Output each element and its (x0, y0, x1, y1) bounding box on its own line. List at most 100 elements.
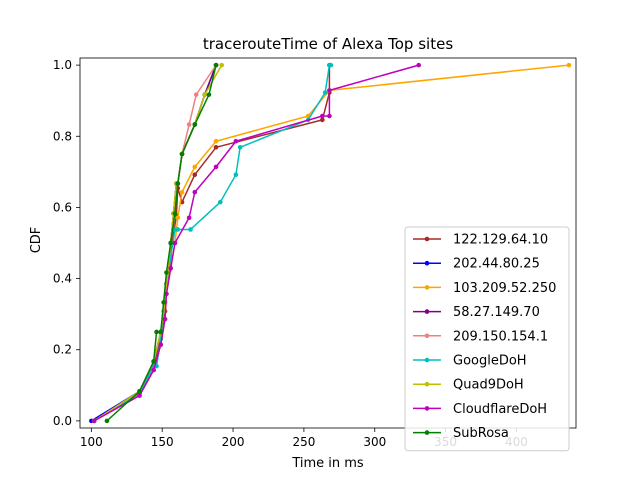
data-point (193, 92, 199, 97)
data-point (219, 62, 225, 68)
legend-item: SubRosa (413, 426, 509, 441)
series-line (93, 65, 331, 422)
data-point (168, 265, 173, 271)
legend-item: Quad9DoH (413, 378, 524, 393)
data-point (192, 122, 198, 127)
data-point (186, 122, 192, 127)
legend-swatch-marker (424, 309, 430, 314)
data-point (158, 329, 164, 335)
data-point (161, 300, 166, 305)
series-6 (91, 62, 225, 424)
legend-swatch-marker (424, 430, 430, 435)
series-8 (104, 62, 219, 424)
legend-item: 58.27.149.70 (413, 305, 540, 320)
data-point (164, 270, 169, 275)
data-point (566, 62, 572, 68)
legend-label: 122.129.64.10 (453, 233, 548, 248)
legend-item: 122.129.64.10 (413, 233, 548, 248)
data-point (213, 145, 219, 150)
legend-label: 202.44.80.25 (453, 257, 540, 272)
legend: 122.129.64.10 202.44.80.25 103.209.52.250 5… (404, 226, 570, 452)
legend-item: GoogleDoH (413, 354, 527, 369)
legend-item: CloudflareDoH (413, 402, 547, 417)
legend-swatch-marker (424, 260, 430, 266)
data-point (175, 227, 181, 232)
y-tick-label: 1.0 (53, 58, 72, 72)
data-point (233, 138, 239, 144)
legend-label: GoogleDoH (453, 354, 527, 369)
plot-area (89, 62, 572, 424)
series-7 (91, 62, 422, 424)
y-tick-label: 0.6 (53, 200, 72, 214)
data-point (104, 418, 110, 424)
x-tick-label: 250 (292, 435, 315, 449)
legend-label: 58.27.149.70 (453, 305, 540, 320)
legend-swatch-marker (424, 406, 430, 411)
data-point (192, 172, 198, 177)
data-point (179, 151, 185, 157)
data-point (175, 215, 181, 221)
data-point (172, 211, 178, 216)
data-point (151, 367, 156, 373)
legend-label: CloudflareDoH (453, 402, 547, 417)
series-0 (91, 62, 332, 424)
legend-label: Quad9DoH (453, 378, 524, 393)
legend-swatch-marker (424, 285, 430, 290)
data-point (175, 181, 181, 186)
data-point (162, 316, 168, 322)
data-point (416, 62, 422, 68)
legend-item: 202.44.80.25 (413, 257, 540, 272)
data-point (213, 164, 219, 170)
data-point (164, 291, 169, 297)
x-tick-label: 100 (80, 435, 103, 449)
x-tick-label: 150 (151, 435, 174, 449)
legend-item: 103.209.52.250 (413, 281, 556, 296)
series-line (93, 64, 419, 422)
data-point (327, 88, 332, 93)
legend-swatch-marker (424, 236, 430, 242)
legend-swatch-marker (424, 357, 430, 363)
data-point (202, 92, 208, 97)
legend-label: 209.150.154.1 (453, 329, 548, 344)
data-point (237, 145, 243, 150)
x-tick-label: 200 (222, 435, 245, 449)
data-point (206, 92, 212, 97)
data-point (192, 189, 198, 195)
y-tick-label: 0.4 (53, 272, 72, 286)
data-point (327, 113, 332, 119)
data-point (322, 90, 328, 95)
data-point (137, 393, 142, 398)
data-point (233, 172, 239, 177)
data-point (186, 215, 192, 221)
data-point (320, 113, 325, 119)
legend-item: 209.150.154.1 (413, 329, 548, 344)
series-line (93, 64, 331, 422)
x-axis-title: Time in ms (291, 456, 364, 471)
legend-box (404, 226, 570, 452)
legend-label: 103.209.52.250 (453, 281, 556, 296)
data-point (218, 199, 223, 205)
plot-frame (79, 57, 577, 429)
data-point (91, 418, 97, 424)
y-tick-label: 0.0 (53, 414, 72, 428)
chart-title: tracerouteTime of Alexa Top sites (203, 35, 453, 53)
data-point (192, 164, 198, 170)
data-point (172, 240, 178, 246)
data-point (151, 359, 156, 364)
data-point (320, 117, 325, 123)
series-5 (91, 62, 334, 424)
data-point (188, 227, 193, 232)
data-point (137, 389, 142, 394)
data-point (213, 138, 219, 144)
x-tick-label: 300 (363, 435, 386, 449)
series-line (106, 64, 217, 422)
data-point (154, 329, 159, 335)
y-tick-label: 0.2 (53, 343, 72, 357)
legend-swatch-marker (424, 381, 430, 387)
y-tick-label: 0.8 (53, 129, 72, 143)
data-point (179, 189, 185, 195)
data-point (328, 62, 334, 68)
legend-swatch-marker (424, 333, 430, 339)
